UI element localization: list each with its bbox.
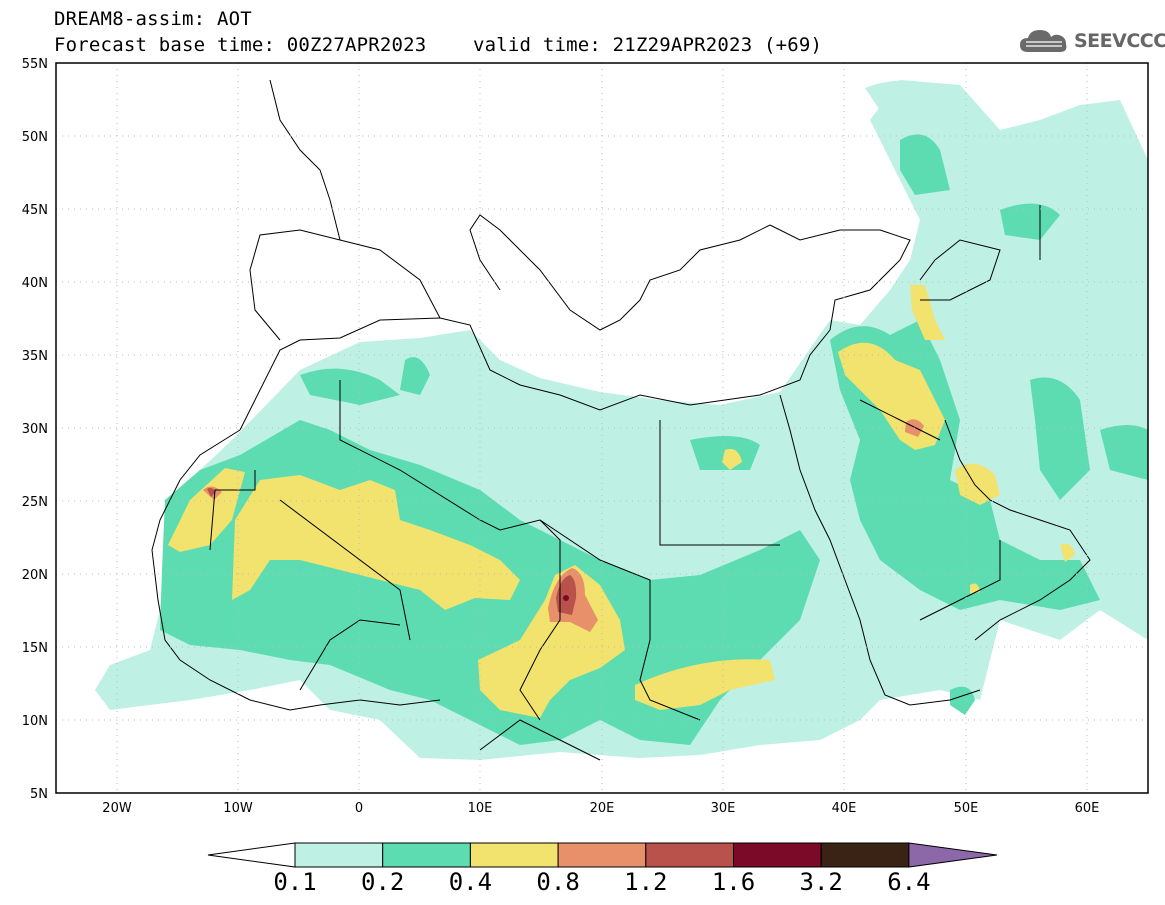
lon-axis: 20W 10W 0 10E 20E 30E 40E 50E 60E [102, 801, 1099, 816]
colorbar-label: 0.8 [536, 868, 580, 896]
colorbar-segment [382, 842, 471, 868]
lat-tick: 25N [22, 495, 48, 510]
lat-tick: 50N [22, 130, 48, 145]
lat-tick: 30N [22, 422, 48, 437]
logo-text: SEEVCCC [1074, 30, 1165, 52]
colorbar-segment [645, 842, 734, 868]
lon-tick: 30E [711, 801, 736, 816]
map-title: DREAM8-assim: AOT [54, 8, 252, 30]
aot-contour-1.6 [563, 595, 569, 601]
colorbar-under-triangle [207, 842, 296, 868]
aot-field [95, 80, 1148, 760]
lon-tick: 60E [1075, 801, 1100, 816]
colorbar-label: 6.4 [887, 868, 931, 896]
colorbar-segment [469, 842, 559, 868]
lon-tick: 40E [832, 801, 857, 816]
lat-tick: 55N [22, 57, 48, 72]
colorbar-label: 0.2 [361, 868, 405, 896]
lat-tick: 15N [22, 641, 48, 656]
colorbar-label: 0.4 [448, 868, 493, 896]
lat-tick: 45N [22, 203, 48, 218]
lat-tick: 5N [30, 787, 48, 802]
cloud-icon [1020, 30, 1067, 52]
lat-axis: 55N 50N 45N 40N 35N 30N 25N 20N 15N 10N … [22, 57, 48, 802]
lon-tick: 0 [355, 801, 363, 816]
lat-tick: 10N [22, 714, 48, 729]
colorbar [207, 842, 997, 868]
aot-contour-1.2 [207, 488, 577, 615]
colorbar-label: 1.6 [711, 868, 756, 896]
lat-tick: 35N [22, 349, 48, 364]
colorbar-segment [820, 842, 910, 868]
plot-frame [55, 62, 1149, 794]
seevccc-logo: SEEVCCC [1018, 26, 1165, 56]
colorbar-label: 3.2 [799, 868, 843, 896]
colorbar-over-triangle [908, 842, 997, 868]
colorbar-segment [733, 842, 822, 868]
colorbar-segment [294, 842, 384, 868]
lat-tick: 40N [22, 276, 48, 291]
lon-tick: 10W [223, 801, 253, 816]
colorbar-segment [557, 842, 647, 868]
lat-tick: 20N [22, 568, 48, 583]
forecast-time-subtitle: Forecast base time: 00Z27APR2023 valid t… [54, 34, 823, 56]
colorbar-label: 1.2 [624, 868, 668, 896]
coastlines-and-borders [151, 79, 1091, 761]
gridlines [56, 63, 1148, 793]
lon-tick: 20E [590, 801, 615, 816]
lon-tick: 10E [468, 801, 493, 816]
lon-tick: 20W [102, 801, 132, 816]
colorbar-label: 0.1 [273, 868, 317, 896]
lon-tick: 50E [954, 801, 979, 816]
